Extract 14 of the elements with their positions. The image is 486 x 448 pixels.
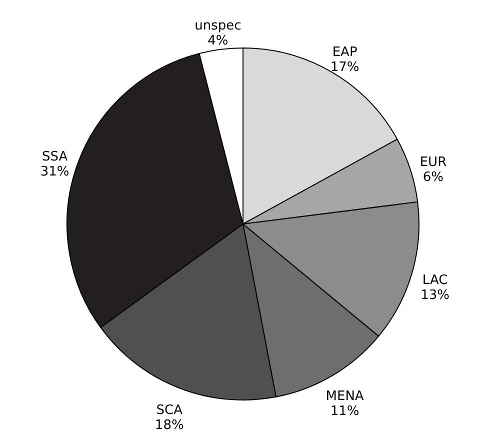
- data-label: 13%: [420, 288, 450, 303]
- slice-label: MENA: [326, 389, 364, 404]
- slice-label: unspec: [194, 18, 242, 34]
- data-label: 4%: [208, 34, 228, 49]
- slice-label: SCA: [156, 402, 183, 418]
- data-label: 18%: [154, 418, 184, 433]
- data-label: 11%: [330, 404, 360, 420]
- data-label: 17%: [330, 60, 360, 75]
- slice-label: EUR: [420, 155, 447, 170]
- slice-label: LAC: [422, 272, 448, 288]
- slice-label: EAP: [332, 44, 358, 60]
- data-label: 6%: [422, 170, 444, 186]
- data-label: 31%: [40, 164, 70, 180]
- slice-label: SSA: [42, 149, 68, 164]
